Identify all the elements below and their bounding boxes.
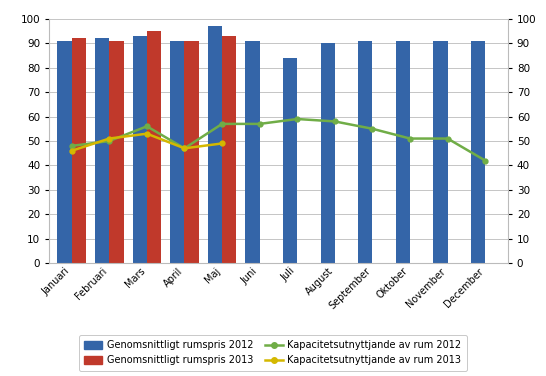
Bar [358,41,372,263]
Bar [208,26,222,263]
Bar [133,36,147,263]
Bar [245,41,260,263]
Bar [222,36,236,263]
Bar [283,58,297,263]
Bar [95,38,109,263]
Bar [170,41,185,263]
Bar [321,43,335,263]
Bar [57,41,72,263]
Bar [396,41,410,263]
Bar [147,31,161,263]
Legend: Genomsnittligt rumspris 2012, Genomsnittligt rumspris 2013, Kapacitetsutnyttjand: Genomsnittligt rumspris 2012, Genomsnitt… [79,335,467,371]
Bar [72,38,86,263]
Bar [185,41,199,263]
Bar [471,41,485,263]
Bar [109,41,123,263]
Bar [434,41,448,263]
